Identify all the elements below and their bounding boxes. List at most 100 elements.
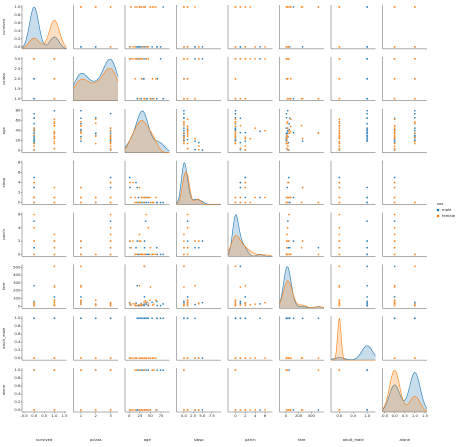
- scatter-point: [194, 303, 197, 306]
- kde-area: [73, 68, 118, 101]
- scatter-point: [393, 317, 396, 320]
- scatter-point: [182, 409, 185, 411]
- scatter-point: [244, 284, 247, 287]
- scatter-point: [285, 201, 288, 204]
- y-tick-label: 0: [18, 303, 21, 308]
- scatter-point: [94, 118, 97, 121]
- scatter-point: [147, 409, 150, 411]
- scatter-point: [53, 201, 56, 204]
- y-tick-label: 0.6: [14, 20, 21, 25]
- kde-line: [227, 214, 273, 257]
- scatter-point: [259, 409, 262, 411]
- scatter-point: [244, 201, 247, 204]
- scatter-point: [109, 142, 112, 145]
- scatter-point: [244, 181, 247, 184]
- scatter-point: [413, 127, 416, 130]
- scatter-point: [393, 124, 396, 127]
- scatter-point: [159, 369, 162, 372]
- x-axis-label: fare: [298, 437, 306, 442]
- scatter-point: [33, 409, 36, 411]
- scatter-point: [151, 6, 154, 8]
- scatter-point: [53, 124, 56, 127]
- scatter-point: [338, 135, 341, 138]
- scatter-point: [53, 246, 56, 249]
- scatter-point: [338, 118, 341, 121]
- scatter-point: [156, 304, 159, 307]
- scatter-point: [145, 45, 148, 48]
- scatter-point: [301, 140, 304, 143]
- scatter-point: [149, 357, 152, 360]
- scatter-point: [33, 122, 36, 125]
- scatter-point: [287, 176, 290, 179]
- scatter-point: [154, 253, 157, 256]
- y-axis-label: pclass: [1, 73, 6, 85]
- scatter-point: [197, 302, 200, 305]
- scatter-point: [159, 45, 162, 48]
- scatter-point: [317, 97, 320, 100]
- kde-area: [228, 214, 273, 257]
- scatter-point: [182, 6, 185, 8]
- legend-title: sex: [437, 201, 444, 206]
- scatter-point: [109, 6, 112, 8]
- scatter-point: [289, 77, 292, 80]
- scatter-point: [182, 142, 185, 145]
- scatter-point: [134, 6, 137, 8]
- scatter-point: [182, 117, 185, 120]
- scatter-point: [33, 369, 36, 372]
- scatter-point: [338, 299, 341, 302]
- scatter-point: [287, 181, 290, 184]
- scatter-point: [186, 132, 189, 135]
- scatter-point: [234, 118, 237, 121]
- x-tick-label: 0.0: [392, 413, 399, 418]
- scatter-point: [159, 201, 162, 204]
- scatter-point: [94, 135, 97, 138]
- scatter-point: [287, 148, 290, 151]
- scatter-point: [134, 57, 137, 60]
- scatter-point: [366, 57, 369, 60]
- scatter-point: [338, 233, 341, 236]
- scatter-point: [155, 97, 158, 100]
- scatter-point: [244, 317, 247, 320]
- scatter-point: [132, 181, 135, 184]
- scatter-point: [286, 137, 289, 140]
- scatter-point: [33, 181, 36, 184]
- scatter-point: [137, 45, 140, 48]
- scatter-point: [338, 369, 341, 372]
- scatter-point: [109, 409, 112, 411]
- scatter-point: [138, 409, 141, 411]
- scatter-point: [249, 409, 252, 411]
- scatter-point: [33, 176, 36, 179]
- scatter-point: [135, 246, 137, 249]
- scatter-point: [234, 127, 237, 130]
- scatter-point: [79, 109, 82, 112]
- scatter-point: [249, 137, 252, 140]
- kde-area: [176, 162, 221, 205]
- scatter-point: [109, 201, 112, 204]
- scatter-point: [94, 303, 97, 306]
- scatter-point: [393, 220, 396, 223]
- scatter-point: [413, 132, 416, 135]
- scatter-point: [239, 147, 242, 150]
- y-tick-label: 0.6: [14, 331, 21, 336]
- scatter-point: [234, 142, 237, 145]
- scatter-point: [287, 196, 290, 199]
- scatter-point: [136, 97, 139, 100]
- y-tick-label: 3.0: [14, 56, 21, 61]
- y-tick-label: 0.0: [14, 44, 21, 49]
- scatter-point: [194, 6, 197, 8]
- scatter-point: [244, 6, 247, 8]
- scatter-point: [239, 317, 242, 320]
- scatter-point: [109, 127, 112, 130]
- scatter-point: [259, 196, 262, 199]
- y-tick-label: 4: [18, 180, 21, 185]
- scatter-point: [393, 240, 396, 243]
- y-tick-label: 0.4: [14, 28, 21, 33]
- scatter-point: [413, 317, 416, 320]
- scatter-point: [186, 147, 189, 150]
- scatter-point: [109, 129, 112, 132]
- scatter-point: [254, 196, 257, 199]
- scatter-point: [79, 240, 82, 243]
- scatter-point: [182, 112, 185, 115]
- scatter-point: [129, 302, 132, 305]
- scatter-point: [186, 97, 189, 100]
